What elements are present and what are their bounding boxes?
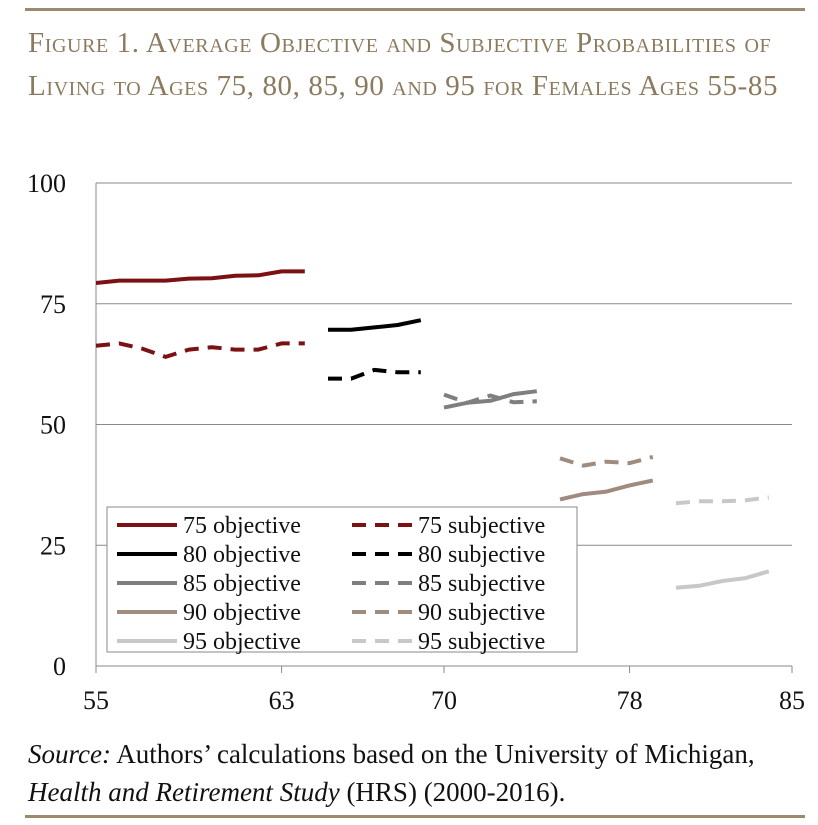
x-tick-label: 78 [617,686,643,715]
legend-label: 90 subjective [418,600,545,626]
source-note: Source: Authors’ calculations based on t… [28,735,808,811]
legend-label: 75 subjective [418,513,545,539]
series-line-95-subjective [675,495,770,506]
line-chart: 0 25 50 75 100 55 63 70 78 85 75 objective 75 subje… [27,169,805,715]
source-text-after: (HRS) (2000-2016). [339,777,566,807]
bottom-rule [25,815,805,818]
series-line-85-objective [443,389,538,410]
source-label: Source: [28,739,111,769]
series-line-90-subjective [559,454,654,468]
legend-label: 80 subjective [418,542,545,568]
x-tick-label: 63 [269,686,295,715]
series-line-75-subjective [95,341,305,359]
legend-label: 85 subjective [418,571,545,597]
x-tick-label: 55 [83,686,109,715]
legend-label: 75 objective [183,513,301,539]
series-line-85-subjective [443,392,537,405]
x-tick-label: 70 [431,686,457,715]
x-tick-label: 85 [779,686,805,715]
series-line-75-objective [95,269,305,285]
series-line-95-objective [675,569,770,590]
y-tick-label: 50 [40,411,66,440]
y-tick-label: 75 [40,290,66,319]
series-line-80-objective [328,318,422,332]
legend-box [106,506,578,653]
y-tick-label: 0 [53,652,66,681]
legend-label: 90 objective [183,600,301,626]
y-tick-label: 100 [27,169,66,198]
legend-label: 80 objective [183,542,301,568]
series-line-90-objective [559,478,654,502]
source-text-before: Authors’ calculations based on the Unive… [110,739,755,769]
series-line-80-subjective [328,367,421,381]
figure-title: Figure 1. Average Objective and Subjecti… [28,27,779,102]
legend-label: 95 objective [183,629,301,655]
y-tick-label: 25 [40,531,66,560]
legend-label: 85 objective [183,571,301,597]
top-rule [25,8,805,11]
source-study-title: Health and Retirement Study [28,777,340,807]
legend-label: 95 subjective [418,629,545,655]
